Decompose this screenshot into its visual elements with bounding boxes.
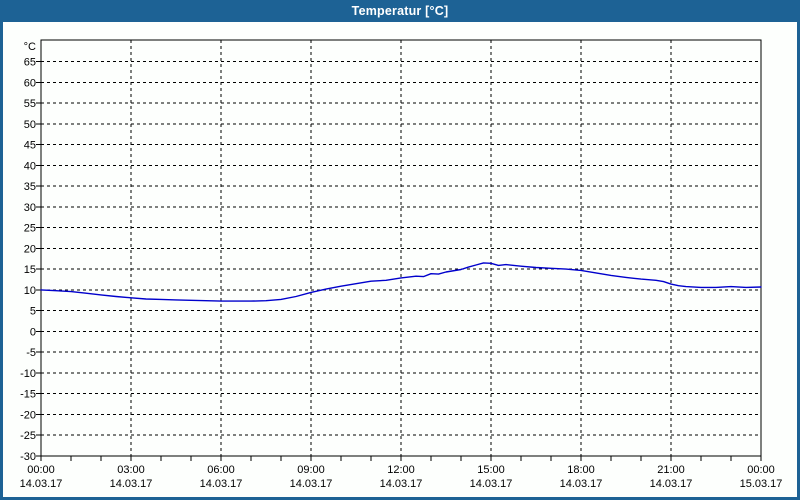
y-axis-label: 30: [24, 202, 36, 214]
y-axis-label: 10: [24, 285, 36, 297]
x-axis-time-label: 03:00: [117, 464, 145, 476]
y-axis-label: 65: [24, 57, 36, 69]
title-bar: Temperatur [°C]: [0, 0, 800, 22]
y-axis-label: -20: [20, 409, 36, 421]
y-axis-label: -10: [20, 368, 36, 380]
x-axis-date-label: 14.03.17: [650, 478, 693, 490]
y-axis-label: 25: [24, 223, 36, 235]
x-axis-date-label: 14.03.17: [20, 478, 63, 490]
y-axis-label: 45: [24, 140, 36, 152]
x-axis-time-label: 18:00: [567, 464, 595, 476]
x-axis-time-label: 06:00: [207, 464, 235, 476]
y-axis-label: 60: [24, 77, 36, 89]
x-axis-date-label: 15.03.17: [740, 478, 783, 490]
x-axis-date-label: 14.03.17: [470, 478, 513, 490]
x-axis-date-label: 14.03.17: [560, 478, 603, 490]
x-axis-time-label: 15:00: [477, 464, 505, 476]
window-title: Temperatur [°C]: [351, 4, 449, 18]
y-axis-label: 15: [24, 264, 36, 276]
x-axis-time-label: 00:00: [27, 464, 55, 476]
y-axis-label: 5: [30, 306, 36, 318]
y-axis-label: -15: [20, 389, 36, 401]
x-axis-date-label: 14.03.17: [380, 478, 423, 490]
x-axis-time-label: 00:00: [747, 464, 775, 476]
y-axis-unit-label: °C: [24, 41, 36, 53]
x-axis-date-label: 14.03.17: [110, 478, 153, 490]
x-axis-time-label: 12:00: [387, 464, 415, 476]
y-axis-label: 55: [24, 98, 36, 110]
y-axis-label: -30: [20, 451, 36, 463]
y-axis-label: 20: [24, 243, 36, 255]
x-axis-time-label: 21:00: [657, 464, 685, 476]
x-axis-date-label: 14.03.17: [290, 478, 333, 490]
x-axis-time-label: 09:00: [297, 464, 325, 476]
y-axis-label: 0: [30, 326, 36, 338]
x-axis-date-label: 14.03.17: [200, 478, 243, 490]
y-axis-label: -5: [26, 347, 36, 359]
y-axis-label: 35: [24, 181, 36, 193]
temperature-line: [40, 262, 762, 302]
y-axis-label: -25: [20, 430, 36, 442]
y-axis-label: 50: [24, 119, 36, 131]
y-axis-label: 40: [24, 160, 36, 172]
